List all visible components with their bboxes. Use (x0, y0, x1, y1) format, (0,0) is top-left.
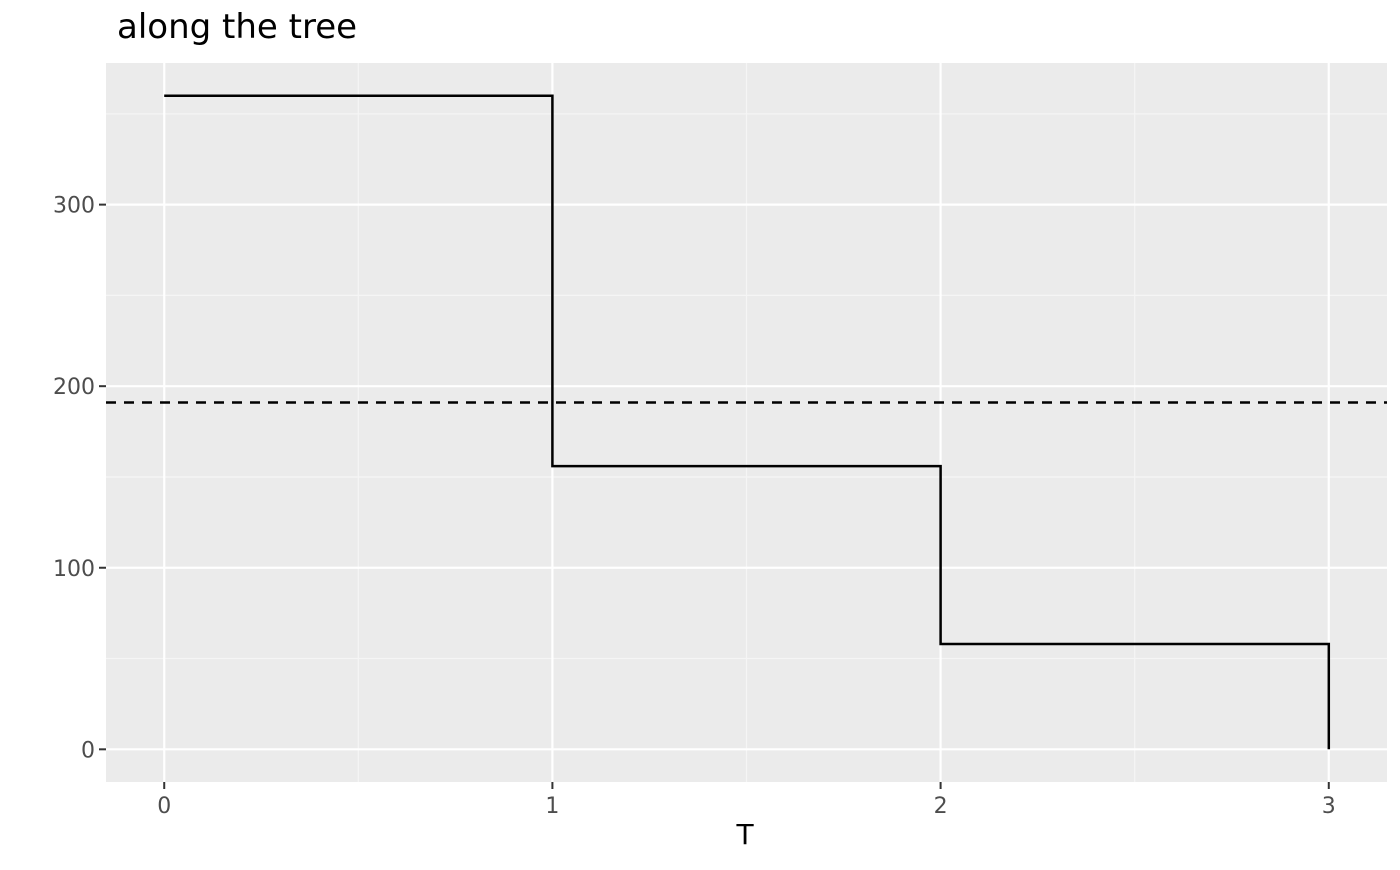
step-series-line (164, 94, 1331, 750)
y-tick-label: 0 (81, 738, 95, 763)
y-tick-label: 100 (53, 557, 95, 582)
series-layer (164, 94, 1331, 750)
minor-gridlines (106, 63, 1387, 782)
x-tick-label: 2 (934, 794, 948, 819)
x-tick-label: 3 (1322, 794, 1336, 819)
x-axis-title: T (736, 818, 754, 851)
y-tick-label: 300 (53, 194, 95, 219)
x-tick-label: 1 (545, 794, 559, 819)
chart-title: along the tree (117, 7, 358, 47)
x-axis-ticks: 0 1 2 3 (157, 782, 1336, 819)
y-tick-label: 200 (53, 375, 95, 400)
x-tick-label: 0 (157, 794, 171, 819)
y-axis-ticks: 0 100 200 300 (53, 194, 106, 763)
